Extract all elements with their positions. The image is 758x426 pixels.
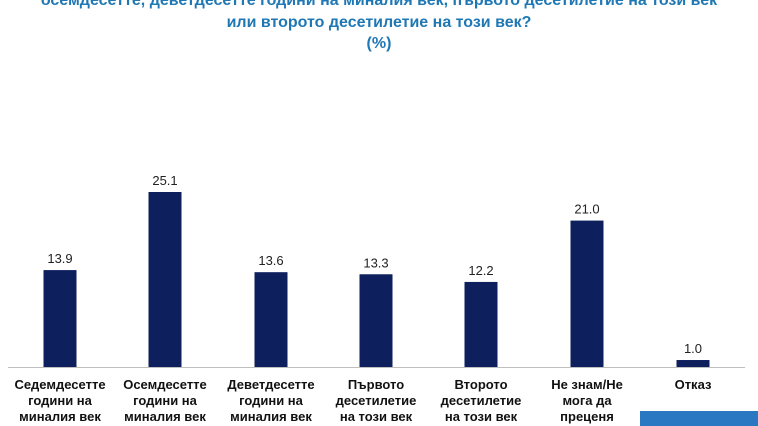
category-label-3-line-0: Първото	[348, 377, 404, 392]
category-label-2-line-0: Деветдесетте	[227, 377, 314, 392]
value-label-1: 25.1	[152, 173, 177, 188]
category-label-4-line-2: на този век	[445, 409, 518, 424]
category-label-2-line-1: години на	[239, 393, 304, 408]
category-label-5-line-0: Не знам/Не	[551, 377, 623, 392]
bar-6	[676, 360, 710, 367]
category-label-5-line-1: мога да	[562, 393, 612, 408]
category-label-3-line-1: десетилетие	[336, 393, 417, 408]
category-label-0-line-2: миналия век	[19, 409, 101, 424]
bar-0	[43, 270, 77, 367]
chart-title-line-2: или второто десетилетие на този век?	[226, 14, 532, 31]
category-label-5: Не знам/Не мога да преценя	[551, 377, 623, 424]
value-label-4: 12.2	[468, 263, 493, 278]
category-label-3: Първото десетилетие на този век	[336, 377, 417, 424]
value-label-3: 13.3	[363, 255, 388, 270]
corner-decoration	[640, 411, 758, 426]
category-label-1-line-1: години на	[133, 393, 198, 408]
category-label-4-line-1: десетилетие	[441, 393, 522, 408]
category-label-3-line-2: на този век	[340, 409, 413, 424]
bar-5	[570, 220, 604, 367]
category-label-6-line-0: Отказ	[675, 377, 712, 392]
category-label-0-line-1: години на	[28, 393, 93, 408]
category-label-2: Деветдесетте години на миналия век	[227, 377, 314, 424]
bar-3	[359, 274, 393, 367]
chart-title-line-1: осемдесетте, деветдесетте години на мина…	[40, 0, 718, 9]
value-label-5: 21.0	[574, 202, 599, 217]
bar-4	[464, 281, 498, 367]
bar-1	[148, 192, 182, 367]
category-label-1-line-0: Осемдесетте	[123, 377, 207, 392]
value-label-2: 13.6	[258, 253, 283, 268]
category-label-4: Второто десетилетие на този век	[441, 377, 522, 424]
category-label-2-line-2: миналия век	[230, 409, 312, 424]
value-label-6: 1.0	[684, 341, 702, 356]
category-label-6: Отказ	[675, 377, 712, 392]
category-label-4-line-0: Второто	[454, 377, 507, 392]
category-label-5-line-2: преценя	[560, 409, 614, 424]
value-label-0: 13.9	[47, 251, 72, 266]
category-label-1: Осемдесетте години на миналия век	[123, 377, 207, 424]
category-label-0-line-0: Седемдесетте	[14, 377, 105, 392]
category-label-0: Седемдесетте години на миналия век	[14, 377, 105, 424]
category-label-1-line-2: миналия век	[124, 409, 206, 424]
chart-title-unit: (%)	[366, 35, 392, 52]
bar-2	[254, 272, 288, 367]
